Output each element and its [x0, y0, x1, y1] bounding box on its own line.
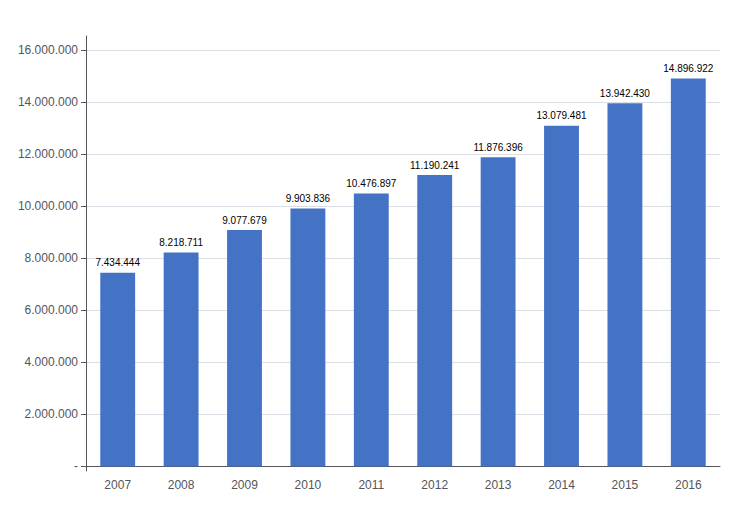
svg-text:8.218.711: 8.218.711 [159, 237, 203, 248]
svg-text:14.896.922: 14.896.922 [663, 63, 713, 74]
svg-text:7.434.444: 7.434.444 [95, 257, 140, 268]
svg-text:2014: 2014 [548, 478, 575, 492]
svg-text:2011: 2011 [358, 478, 384, 492]
svg-text:14.000.000: 14.000.000 [18, 95, 78, 109]
svg-text:16.000.000: 16.000.000 [18, 43, 78, 57]
svg-text:6.000.000: 6.000.000 [25, 303, 79, 317]
svg-text:2012: 2012 [421, 478, 448, 492]
svg-text:2013: 2013 [485, 478, 512, 492]
svg-text:2016: 2016 [675, 478, 702, 492]
svg-text:13.079.481: 13.079.481 [536, 110, 586, 121]
svg-text:11.190.241: 11.190.241 [410, 160, 460, 171]
svg-text:-: - [74, 459, 78, 473]
svg-text:2010: 2010 [295, 478, 322, 492]
svg-text:2007: 2007 [104, 478, 131, 492]
svg-text:13.942.430: 13.942.430 [600, 88, 650, 99]
svg-text:11.876.396: 11.876.396 [473, 142, 523, 153]
svg-text:10.000.000: 10.000.000 [18, 199, 78, 213]
svg-text:8.000.000: 8.000.000 [25, 251, 79, 265]
svg-text:2009: 2009 [231, 478, 258, 492]
svg-text:12.000.000: 12.000.000 [18, 147, 78, 161]
svg-text:9.903.836: 9.903.836 [286, 193, 331, 204]
svg-text:10.476.897: 10.476.897 [346, 178, 396, 189]
svg-text:2.000.000: 2.000.000 [25, 407, 79, 421]
svg-text:9.077.679: 9.077.679 [222, 215, 267, 226]
svg-text:2015: 2015 [612, 478, 639, 492]
svg-text:2008: 2008 [168, 478, 195, 492]
svg-text:4.000.000: 4.000.000 [25, 355, 79, 369]
